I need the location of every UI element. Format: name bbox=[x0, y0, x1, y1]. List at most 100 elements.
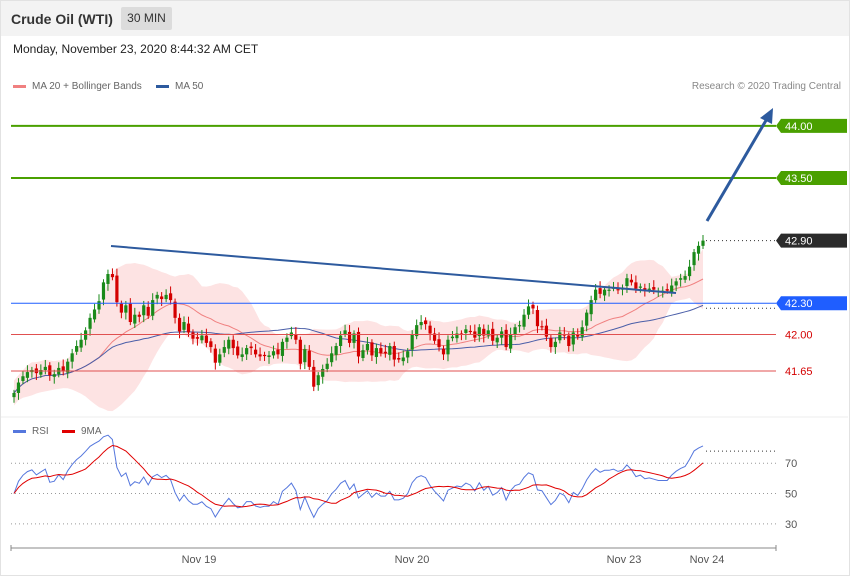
candle-body bbox=[638, 286, 642, 288]
legend-rsi-ma: 9MA bbox=[62, 426, 102, 437]
candle-body bbox=[598, 288, 602, 294]
candle-body bbox=[124, 305, 128, 313]
candle-body bbox=[316, 375, 320, 386]
ma50-swatch bbox=[156, 84, 169, 88]
candle-body bbox=[450, 336, 455, 339]
candle-body bbox=[544, 325, 549, 337]
candle-body bbox=[580, 327, 584, 337]
level-tag-42.90 bbox=[776, 233, 847, 248]
candle-body bbox=[262, 354, 267, 357]
level-label-43.50: 43.50 bbox=[785, 173, 813, 185]
candle-body bbox=[356, 331, 361, 357]
candle-body bbox=[146, 306, 150, 316]
candle-body bbox=[437, 339, 441, 348]
candle-body bbox=[52, 374, 56, 377]
candle-body bbox=[692, 252, 696, 266]
datetime-label: Monday, November 23, 2020 8:44:32 AM CET bbox=[13, 42, 259, 56]
candle-body bbox=[468, 330, 472, 333]
candle-body bbox=[222, 347, 226, 353]
candle-body bbox=[589, 300, 593, 315]
legend-ma50: MA 50 bbox=[156, 81, 203, 92]
candle-body bbox=[75, 346, 79, 352]
legend-ma20: MA 20 + Bollinger Bands bbox=[13, 81, 142, 92]
candle-body bbox=[312, 366, 316, 387]
candle-body bbox=[177, 317, 182, 332]
level-label-42.90: 42.90 bbox=[785, 236, 813, 248]
candle-body bbox=[245, 348, 249, 355]
legend-rsi: RSI bbox=[13, 426, 49, 437]
price-panel bbox=[12, 234, 705, 412]
candle-body bbox=[106, 274, 110, 284]
candle-body bbox=[186, 323, 191, 333]
candle-body bbox=[97, 301, 101, 310]
candle-body bbox=[240, 354, 244, 357]
candle-body bbox=[227, 339, 231, 349]
candle-body bbox=[48, 365, 52, 376]
candle-body bbox=[236, 346, 240, 356]
level-label-41.65: 41.65 bbox=[785, 366, 813, 378]
candle-body bbox=[191, 332, 195, 339]
candle-body bbox=[374, 348, 378, 357]
candle-body bbox=[307, 350, 311, 367]
candle-body bbox=[347, 331, 352, 343]
candle-body bbox=[21, 376, 25, 381]
candle-body bbox=[643, 288, 647, 290]
candle-body bbox=[379, 348, 383, 354]
candle-body bbox=[168, 293, 173, 301]
candle-body bbox=[164, 294, 168, 300]
candle-body bbox=[25, 372, 30, 378]
candle-body bbox=[549, 338, 553, 348]
candle-body bbox=[119, 303, 123, 313]
rsi-line bbox=[13, 434, 704, 519]
candle-body bbox=[446, 339, 450, 355]
candle-body bbox=[249, 346, 253, 349]
candle-body bbox=[218, 354, 222, 363]
candle-body bbox=[531, 304, 535, 309]
candle-body bbox=[594, 289, 598, 301]
candle-body bbox=[79, 339, 83, 348]
candle-body bbox=[294, 334, 298, 340]
rsi-ma-line bbox=[13, 444, 704, 508]
candle-body bbox=[92, 309, 97, 320]
candle-body bbox=[665, 289, 669, 291]
candle-body bbox=[602, 289, 607, 296]
legend-rsi-ma-label: 9MA bbox=[81, 426, 102, 437]
candle-body bbox=[182, 322, 186, 330]
level-label-42.30: 42.30 bbox=[785, 298, 813, 310]
level-tag-42.30 bbox=[776, 296, 847, 311]
candle-body bbox=[160, 296, 164, 300]
candle-body bbox=[155, 294, 159, 299]
trendline bbox=[110, 245, 677, 294]
candle-body bbox=[343, 330, 347, 335]
level-tag-43.50 bbox=[776, 171, 847, 186]
candle-body bbox=[674, 281, 678, 286]
x-tick-label: Nov 20 bbox=[395, 554, 430, 566]
target-arrow-head bbox=[760, 108, 773, 124]
candle-body bbox=[513, 327, 517, 335]
timeframe-badge[interactable]: 30 MIN bbox=[121, 7, 172, 30]
candle-body bbox=[455, 333, 459, 339]
candle-body bbox=[339, 335, 343, 347]
candle-body bbox=[464, 329, 468, 333]
candle-body bbox=[231, 339, 235, 349]
level-label-42.00: 42.00 bbox=[785, 330, 813, 342]
candle-body bbox=[571, 332, 575, 345]
candle-body bbox=[629, 279, 634, 283]
candle-body bbox=[39, 370, 43, 375]
candle-body bbox=[101, 282, 106, 300]
candle-body bbox=[509, 334, 513, 349]
candle-body bbox=[647, 288, 651, 290]
candle-body bbox=[370, 342, 374, 356]
candle-body bbox=[142, 305, 146, 316]
candle-body bbox=[253, 349, 258, 355]
rsi-tick-70: 70 bbox=[785, 458, 797, 470]
x-tick-label: Nov 23 bbox=[607, 554, 642, 566]
candle-body bbox=[517, 325, 522, 327]
candle-body bbox=[486, 330, 490, 336]
candle-body bbox=[213, 348, 217, 363]
candle-body bbox=[415, 325, 419, 337]
candle-body bbox=[540, 326, 544, 328]
candle-body bbox=[365, 343, 370, 351]
rsi-tick-30: 30 bbox=[785, 519, 797, 531]
